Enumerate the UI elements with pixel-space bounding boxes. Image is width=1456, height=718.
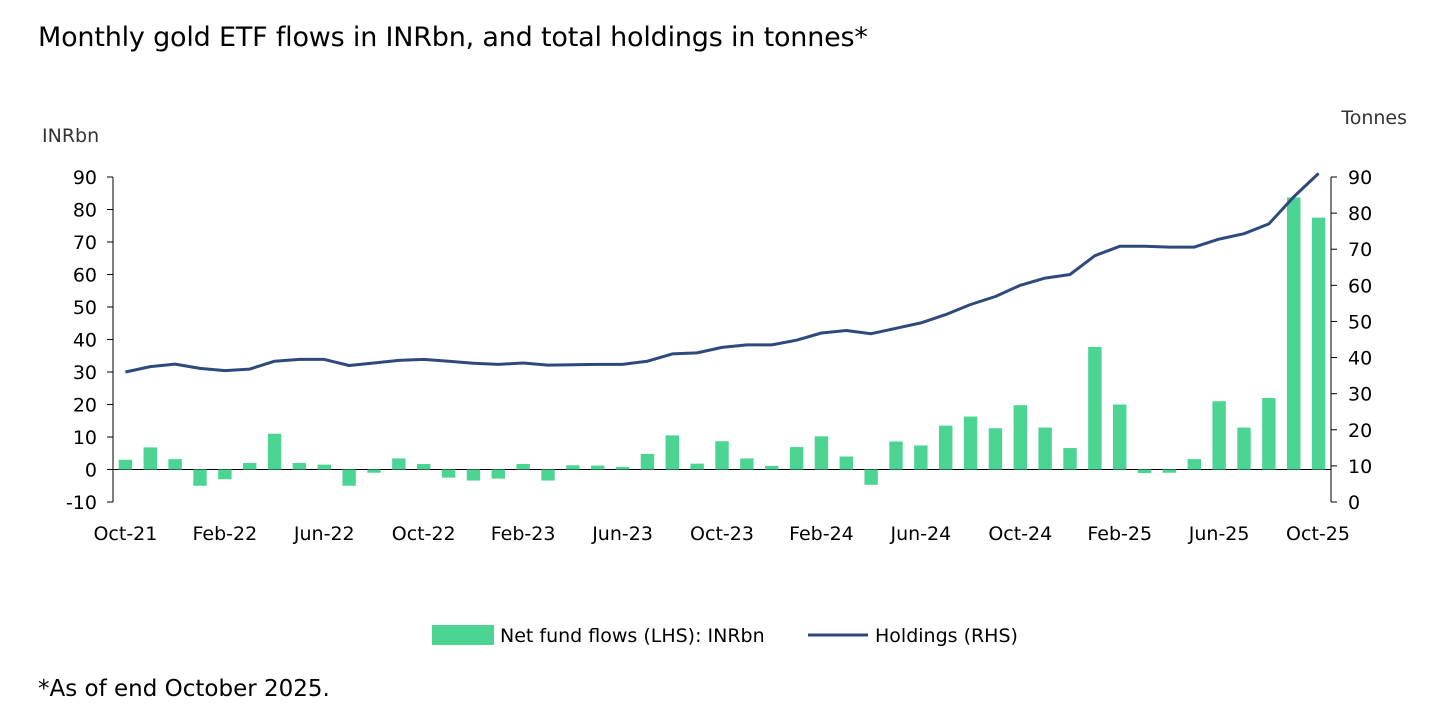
flow-bar bbox=[1262, 398, 1276, 470]
left-axis-tick-label: 10 bbox=[73, 427, 97, 449]
flow-bar bbox=[143, 447, 157, 470]
line-group bbox=[125, 172, 1320, 374]
flow-bar bbox=[516, 463, 530, 470]
x-axis-tick-label: Feb-23 bbox=[491, 523, 556, 545]
flow-bar bbox=[267, 433, 282, 470]
right-axis-tick-label: 90 bbox=[1348, 167, 1372, 189]
flow-bar bbox=[640, 453, 655, 470]
x-axis-tick-label: Jun-25 bbox=[1188, 523, 1250, 545]
flow-bar bbox=[1113, 404, 1127, 470]
x-axis-tick-label: Jun-24 bbox=[889, 523, 951, 545]
flow-bar bbox=[1287, 197, 1301, 470]
legend-label-holdings: Holdings (RHS) bbox=[875, 625, 1018, 647]
flow-bar bbox=[491, 469, 505, 479]
flow-bar bbox=[740, 458, 754, 470]
flow-bar bbox=[118, 459, 133, 470]
right-axis-tick-label: 20 bbox=[1348, 420, 1372, 442]
x-axis-tick-label: Jun-22 bbox=[293, 523, 355, 545]
flow-bar bbox=[914, 445, 928, 470]
flow-bar bbox=[1212, 401, 1226, 470]
flow-bar bbox=[317, 464, 331, 470]
flow-bar bbox=[566, 465, 580, 470]
legend: Net fund flows (LHS): INRbn Holdings (RH… bbox=[432, 625, 1018, 647]
left-axis-tick-label: 70 bbox=[73, 232, 97, 254]
left-axis-tick-label: 50 bbox=[73, 297, 97, 319]
flow-bar bbox=[541, 469, 555, 481]
x-axis-tick-label: Feb-22 bbox=[193, 523, 258, 545]
flow-bar bbox=[292, 463, 307, 470]
flow-bar bbox=[1162, 469, 1177, 473]
left-axis-unit-label: INRbn bbox=[42, 125, 99, 147]
flow-bar bbox=[690, 463, 704, 470]
right-axis-tick-label: 40 bbox=[1348, 348, 1372, 370]
right-axis-unit-label: Tonnes bbox=[1340, 107, 1407, 129]
left-axis-tick-label: 20 bbox=[73, 395, 97, 417]
flow-bar bbox=[889, 441, 903, 470]
flow-bar bbox=[168, 459, 182, 470]
x-axis-tick-label: Oct-25 bbox=[1286, 523, 1350, 545]
flow-bar bbox=[441, 469, 456, 478]
x-axis-tick-label: Jun-23 bbox=[591, 523, 653, 545]
right-axis-tick-label: 50 bbox=[1348, 311, 1372, 333]
legend-label-flows: Net fund flows (LHS): INRbn bbox=[500, 625, 765, 647]
flow-bar bbox=[765, 465, 779, 470]
flow-bar bbox=[814, 436, 829, 470]
x-axis-tick-label: Oct-21 bbox=[93, 523, 157, 545]
right-axis-tick-label: 10 bbox=[1348, 456, 1372, 478]
left-axis-tick-label: 30 bbox=[73, 362, 97, 384]
axes-group: -10 0 10 20 30 40 50 60 70 80 90 0 10 20 30 40 50 60 70 80 9… bbox=[66, 167, 1372, 545]
flow-bar bbox=[963, 416, 978, 470]
flow-bar bbox=[1063, 448, 1077, 470]
flow-bar bbox=[939, 425, 953, 470]
flow-bar bbox=[1311, 217, 1326, 470]
flow-bar bbox=[1237, 427, 1251, 470]
flow-bar bbox=[665, 435, 679, 470]
x-axis-tick-label: Oct-24 bbox=[988, 523, 1052, 545]
footnote: *As of end October 2025. bbox=[38, 676, 330, 702]
left-axis-tick-label: 40 bbox=[73, 330, 97, 352]
right-axis-tick-label: 30 bbox=[1348, 384, 1372, 406]
flow-bar bbox=[789, 447, 804, 470]
flow-bar bbox=[243, 463, 257, 470]
flow-bar bbox=[615, 466, 630, 470]
flow-bar bbox=[1187, 459, 1201, 470]
x-axis-tick-label: Feb-24 bbox=[789, 523, 854, 545]
flow-bar bbox=[1088, 346, 1102, 470]
x-axis-tick-label: Oct-22 bbox=[392, 523, 456, 545]
flow-bar bbox=[839, 456, 853, 470]
flow-bar bbox=[715, 441, 729, 470]
right-axis-tick-label: 70 bbox=[1348, 239, 1372, 261]
x-axis-tick-label: Oct-23 bbox=[690, 523, 754, 545]
flow-bar bbox=[218, 469, 232, 480]
right-axis-tick-label: 80 bbox=[1348, 203, 1372, 225]
left-axis-tick-label: 80 bbox=[73, 200, 97, 222]
left-axis-tick-label: 0 bbox=[85, 460, 97, 482]
flow-bar bbox=[193, 469, 207, 486]
left-axis-tick-label: 90 bbox=[73, 167, 97, 189]
holdings-line bbox=[125, 172, 1320, 374]
right-axis-tick-label: 60 bbox=[1348, 275, 1372, 297]
flow-bar bbox=[466, 469, 481, 481]
x-axis-tick-label: Feb-25 bbox=[1087, 523, 1152, 545]
right-axis-tick-label: 0 bbox=[1348, 492, 1360, 514]
flow-bar bbox=[367, 469, 381, 473]
left-axis-tick-label: 60 bbox=[73, 265, 97, 287]
left-axis-tick-label: -10 bbox=[66, 492, 97, 514]
flow-bar bbox=[392, 458, 406, 470]
flow-bar bbox=[1038, 427, 1052, 470]
flow-bar bbox=[342, 469, 356, 486]
flow-bar bbox=[1137, 469, 1152, 474]
flow-bar bbox=[417, 463, 431, 470]
bars-group bbox=[118, 197, 1326, 486]
flow-bar bbox=[988, 428, 1003, 470]
flow-bar bbox=[864, 469, 878, 485]
flow-bar bbox=[1013, 405, 1027, 470]
chart-title: Monthly gold ETF flows in INRbn, and tot… bbox=[38, 22, 868, 53]
flow-bar bbox=[591, 465, 605, 470]
legend-swatch-flows bbox=[432, 625, 494, 645]
